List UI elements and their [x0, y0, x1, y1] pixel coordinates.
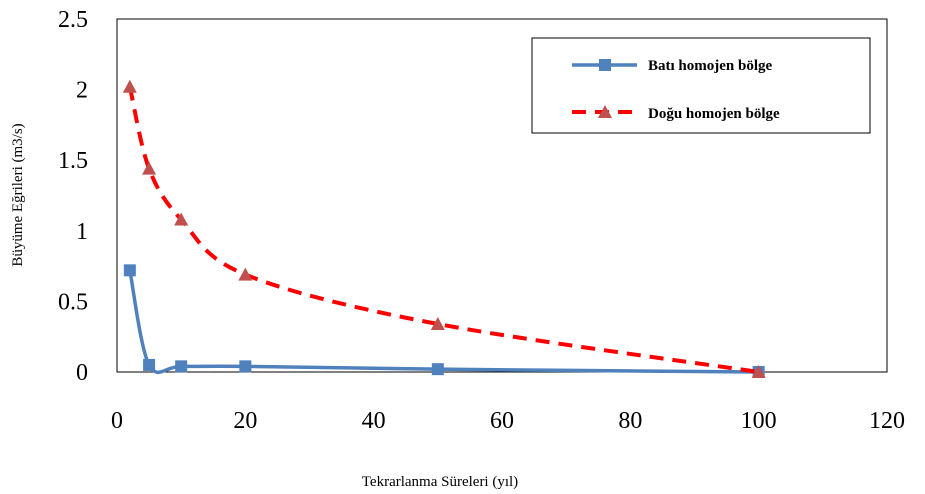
x-axis-title: Tekrarlanma Süreleri (yıl): [362, 474, 518, 490]
x-tick-label: 0: [111, 408, 123, 434]
x-tick-label: 60: [490, 408, 514, 434]
data-point-dogu: [122, 79, 137, 93]
data-point-bati: [123, 264, 136, 277]
x-tick-labels: 0 20 40 60 80 100 120: [111, 408, 905, 434]
series-layer: [122, 79, 766, 378]
legend: Batı homojen bölge Doğu homojen bölge: [531, 37, 871, 134]
legend-label-dogu: Doğu homojen bölge: [648, 106, 780, 122]
x-tick-label: 80: [618, 408, 642, 434]
y-tick-label: 0.5: [58, 289, 88, 315]
data-point-dogu: [238, 267, 253, 281]
y-tick-label: 0: [76, 360, 88, 386]
legend-marker-bati: [599, 59, 611, 71]
x-tick-label: 20: [233, 408, 257, 434]
x-tick-label: 40: [362, 408, 386, 434]
data-point-dogu: [174, 212, 189, 226]
data-point-bati: [175, 360, 188, 373]
y-tick-label: 1.5: [58, 148, 88, 174]
data-point-bati: [143, 358, 156, 371]
data-point-dogu: [142, 161, 157, 175]
y-axis-title: Büyüme Eğrileri (m3/s): [10, 123, 26, 266]
y-tick-label: 2.5: [58, 7, 88, 33]
series-line-dogu: [127, 86, 759, 374]
x-tick-label: 100: [741, 408, 777, 434]
y-tick-label: 2: [76, 78, 88, 104]
legend-label-bati: Batı homojen bölge: [648, 58, 773, 74]
data-point-dogu: [430, 316, 445, 330]
data-point-dogu: [751, 365, 766, 378]
y-tick-label: 1: [76, 219, 88, 245]
data-point-bati: [431, 363, 444, 376]
x-tick-label: 120: [869, 408, 905, 434]
data-point-bati: [239, 360, 252, 373]
legend-marker-dogu: [598, 105, 612, 118]
legend-box: [531, 37, 871, 134]
y-tick-labels: 0 0.5 1 1.5 2 2.5: [58, 7, 88, 386]
